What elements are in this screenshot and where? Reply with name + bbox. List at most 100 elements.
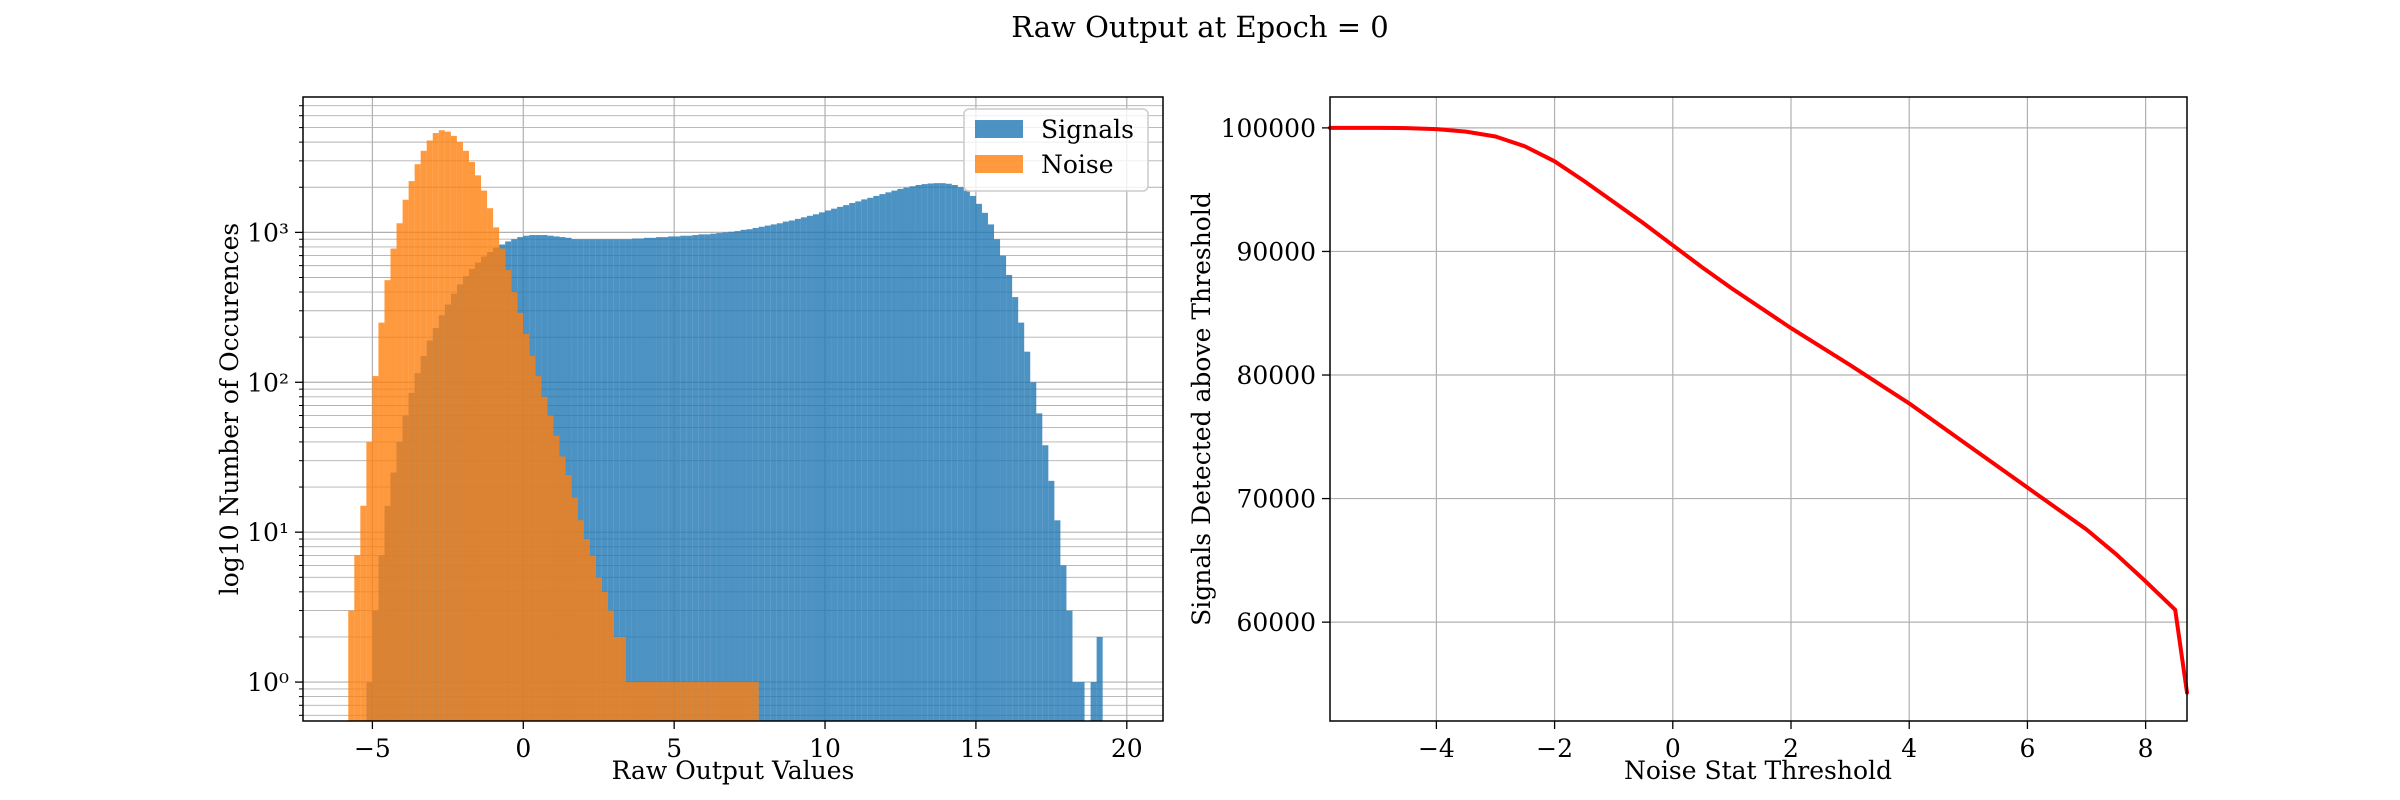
y-tick-label: 100000 [1221,114,1316,143]
signals-bar [1090,682,1097,721]
signals-bar [692,235,699,721]
signals-bar [764,225,771,721]
legend-label-noise: Noise [1041,150,1114,179]
legend-swatch-noise [975,155,1023,173]
signals-bar [975,203,982,721]
noise-bar [583,539,590,721]
noise-bar [493,227,500,721]
figure-title: Raw Output at Epoch = 0 [1011,10,1389,44]
signals-bar [656,237,663,721]
signals-bar [619,239,626,721]
histogram-y-axis-label: log10 Number of Occurences [215,223,244,596]
noise-bar [728,682,735,721]
noise-bar [511,292,518,721]
signals-bar [891,190,898,721]
signals-bar [662,237,669,721]
signals-bar [595,239,602,721]
signals-bar [1030,382,1037,721]
signals-bar [776,223,783,721]
noise-bar [571,497,578,721]
signals-bar [589,239,596,721]
signals-bar [770,224,777,721]
signals-bar [788,220,795,721]
line-x-ticks: −4 −2 0 2 4 6 8 [1418,721,2154,763]
signals-bar [927,183,934,722]
noise-bar [650,682,657,721]
signals-bar [583,239,590,721]
noise-bar [565,475,572,721]
signals-bar [637,238,644,721]
signals-bar [1000,255,1007,721]
histogram-y-ticks: 10⁰ 10¹ 10² 10³ [247,105,303,716]
signals-bar [1096,636,1103,721]
signals-bar [613,239,620,721]
noise-bar [746,682,753,721]
signals-bar [957,187,964,722]
signals-bar [625,239,632,721]
noise-bar [517,312,524,721]
signals-bar [740,229,747,722]
y-tick-label: 10² [247,368,289,397]
noise-bar [402,199,409,721]
noise-bar [505,270,512,721]
noise-bar [740,682,747,721]
signals-bar [710,233,717,721]
noise-bar [541,396,548,721]
signals-bar [643,237,651,721]
signals-bar [994,239,1001,721]
noise-bar [384,280,391,721]
signals-bar [571,239,578,721]
y-tick-label: 10⁰ [247,668,289,697]
signals-bar [668,236,675,721]
noise-bar [698,682,705,721]
y-tick-label: 90000 [1236,237,1316,266]
signals-bar [933,183,940,721]
noise-bar [378,322,385,721]
noise-bar [686,682,693,721]
signals-bar [1006,274,1013,721]
signals-bar [867,197,874,721]
signals-bar [855,201,862,721]
signals-bar [963,190,970,721]
histogram-legend: Signals Noise [963,108,1149,192]
signals-bar [1042,445,1049,721]
signals-bar [577,239,584,721]
noise-bar [752,682,759,721]
y-tick-label: 10¹ [247,518,289,547]
x-tick-label: 2 [1783,734,1799,763]
noise-bar [722,682,729,721]
noise-bar [559,456,566,721]
signals-bar [897,188,904,721]
noise-bar [535,376,542,721]
noise-bar [432,133,439,722]
line-y-ticks: 60000 70000 80000 90000 100000 [1221,114,1330,637]
line-frame [1329,96,2188,722]
signals-bar [734,231,741,721]
line-plot-area [1330,97,2187,721]
signals-bar [915,185,922,721]
noise-bar [396,223,403,721]
signals-bar [758,226,765,721]
signals-bar [945,183,952,721]
histogram-x-axis-label: Raw Output Values [612,756,855,785]
noise-bar [456,142,463,722]
line-y-axis-label: Signals Detected above Threshold [1187,192,1216,626]
signals-bar [819,212,826,721]
x-tick-label: −2 [1536,734,1573,763]
line-x-axis-label: Noise Stat Threshold [1624,756,1892,785]
noise-bar [547,415,554,721]
noise-bar [589,555,596,721]
signals-bar [752,227,759,721]
noise-bars [348,130,759,722]
x-tick-label: −5 [354,734,391,763]
noise-bar [462,150,469,722]
histogram-panel: −5 0 5 10 15 20 10⁰ 10¹ 10² 10³ Raw Output Value… [215,96,1164,785]
signals-bar [921,184,928,722]
signals-bar [939,183,946,721]
signals-bar [607,239,614,721]
signals-bar [728,231,735,721]
noise-bar [372,376,379,721]
y-tick-label: 70000 [1236,485,1316,514]
noise-bar [481,190,488,721]
